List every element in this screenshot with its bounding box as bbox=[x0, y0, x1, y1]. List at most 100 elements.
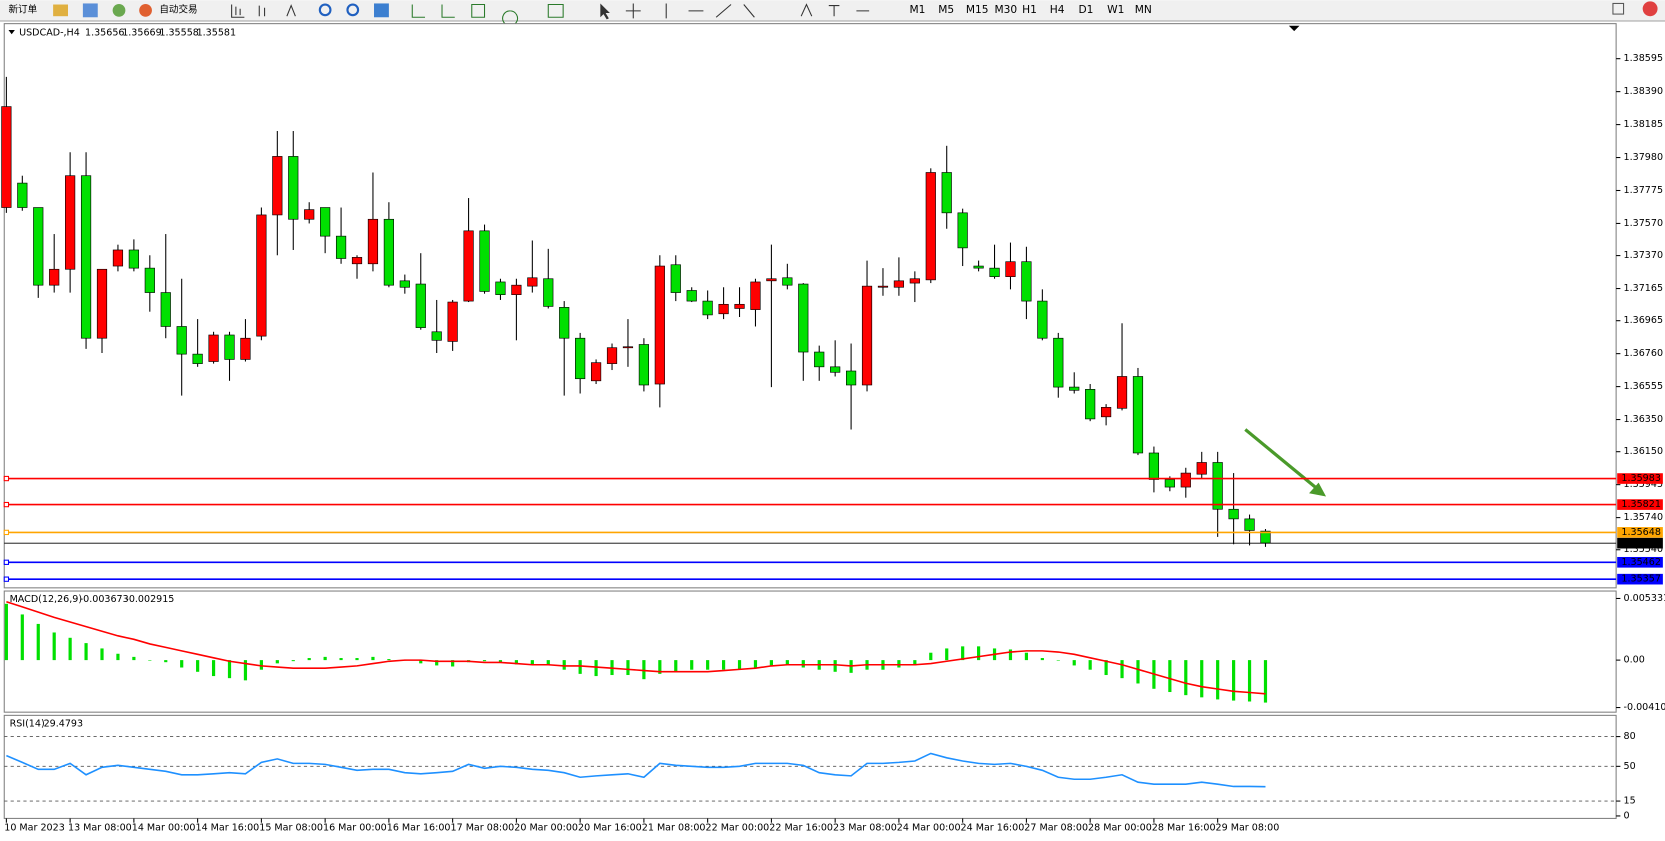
macd-panel bbox=[3, 590, 1617, 713]
candle-body bbox=[861, 285, 873, 386]
toolbar-button[interactable]: 自动交易 bbox=[159, 3, 197, 15]
macd-bar bbox=[1008, 649, 1013, 661]
candle-body bbox=[1085, 389, 1096, 420]
x-tick-label: 28 Mar 00:00 bbox=[1088, 822, 1152, 833]
candle-body bbox=[128, 249, 139, 269]
x-tick-label: 20 Mar 00:00 bbox=[514, 822, 578, 833]
timeframe-button[interactable]: H1 bbox=[1022, 3, 1037, 16]
timeframe-button[interactable]: M30 bbox=[995, 3, 1018, 16]
macd-bar bbox=[1200, 660, 1204, 698]
signal-line bbox=[6, 600, 1266, 695]
x-tick-label: 10 Mar 2023 bbox=[4, 822, 65, 833]
candle-body bbox=[1101, 407, 1112, 418]
candle-body bbox=[973, 265, 984, 269]
timeframe-button[interactable]: M5 bbox=[938, 3, 954, 16]
candle-body bbox=[1053, 337, 1064, 388]
ohlc-open: 1.35656 bbox=[85, 28, 124, 39]
candle-body bbox=[511, 284, 522, 295]
timeframe-button[interactable]: MN bbox=[1135, 3, 1152, 16]
macd-bar bbox=[977, 646, 981, 661]
candle-body bbox=[606, 347, 618, 364]
macd-bar bbox=[132, 656, 136, 661]
line-handle bbox=[3, 529, 10, 536]
candle-body bbox=[670, 264, 681, 293]
toolbar-button[interactable]: 新订单 bbox=[9, 3, 38, 15]
macd-bar bbox=[323, 656, 327, 661]
candle-body bbox=[1196, 462, 1207, 475]
candle-body bbox=[830, 366, 841, 373]
candle-body bbox=[1244, 518, 1255, 531]
timeframe-button[interactable]: H4 bbox=[1050, 3, 1065, 16]
macd-bar bbox=[371, 656, 375, 661]
candle-body bbox=[1116, 376, 1128, 409]
macd-bar bbox=[578, 660, 582, 674]
macd-bar bbox=[355, 658, 359, 661]
macd-bar bbox=[196, 660, 200, 672]
macd-bar bbox=[1072, 660, 1076, 666]
candle-body bbox=[638, 344, 649, 386]
y-tick-label: 0.005331 bbox=[1624, 593, 1665, 604]
macd-bar bbox=[36, 623, 40, 661]
candle-body bbox=[335, 235, 347, 259]
macd-bar bbox=[785, 660, 789, 666]
x-tick-label: 16 Mar 00:00 bbox=[323, 822, 387, 833]
x-tick-label: 22 Mar 16:00 bbox=[769, 822, 833, 833]
candle-body bbox=[575, 337, 586, 380]
notification[interactable] bbox=[1642, 1, 1658, 17]
candle-body bbox=[1, 106, 12, 208]
macd-bar bbox=[706, 660, 710, 670]
candle-body bbox=[240, 337, 251, 360]
price-line-tag bbox=[1617, 556, 1663, 568]
line-handle bbox=[3, 559, 10, 565]
price-line-tag bbox=[1617, 527, 1663, 538]
icon bbox=[53, 4, 69, 17]
candle-body bbox=[718, 303, 729, 315]
y-tick-label: 0 bbox=[1624, 810, 1630, 821]
x-tick-label: 16 Mar 16:00 bbox=[387, 822, 451, 833]
price-line-label: 1.35821 bbox=[1621, 499, 1660, 510]
candle-body bbox=[176, 326, 187, 355]
icon bbox=[82, 3, 98, 18]
candle-body bbox=[33, 207, 44, 286]
symbol-title: USDCAD-,H4 bbox=[19, 28, 80, 39]
price-line-label: 1.35983 bbox=[1621, 473, 1660, 484]
candle-body bbox=[654, 265, 665, 385]
macd-bar bbox=[52, 632, 56, 661]
macd-bar bbox=[291, 660, 295, 662]
macd-bar bbox=[482, 660, 487, 662]
icon bbox=[411, 3, 564, 27]
y-tick-label: 1.37980 bbox=[1624, 152, 1663, 163]
candle-body bbox=[766, 278, 777, 282]
signal-value: -0.002915 bbox=[125, 594, 174, 605]
macd-bar bbox=[20, 614, 24, 661]
candle-body bbox=[415, 283, 426, 328]
price-line-label: 1.35357 bbox=[1621, 574, 1660, 585]
y-tick-label: 1.38390 bbox=[1624, 86, 1663, 97]
line-handle bbox=[3, 501, 10, 508]
candle-body bbox=[893, 280, 905, 288]
macd-bar bbox=[148, 660, 152, 661]
candle-body bbox=[622, 346, 634, 349]
candle-body bbox=[1021, 261, 1032, 302]
macd-bar bbox=[387, 659, 391, 661]
candle-body bbox=[479, 230, 490, 292]
x-tick-label: 27 Mar 08:00 bbox=[1024, 822, 1088, 833]
y-tick-label: 1.38185 bbox=[1624, 119, 1663, 130]
line-handle bbox=[3, 576, 10, 582]
candle-body bbox=[590, 362, 602, 382]
timeframe-button[interactable]: M1 bbox=[910, 3, 926, 16]
candle-body bbox=[1132, 376, 1144, 454]
macd-bar bbox=[1040, 658, 1044, 661]
timeframe-button[interactable]: W1 bbox=[1107, 3, 1124, 16]
timeframe-button[interactable]: D1 bbox=[1078, 3, 1093, 16]
candle-body bbox=[957, 212, 968, 249]
icon bbox=[600, 3, 610, 20]
timeframe-button[interactable]: M15 bbox=[966, 3, 989, 16]
macd-bar bbox=[180, 660, 184, 668]
y-tick-label: 1.37570 bbox=[1624, 218, 1663, 229]
macd-bar bbox=[642, 660, 646, 680]
y-tick-label: 1.35945 bbox=[1624, 479, 1663, 490]
macd-bar bbox=[658, 660, 662, 674]
y-tick-label: 1.37370 bbox=[1624, 250, 1663, 261]
